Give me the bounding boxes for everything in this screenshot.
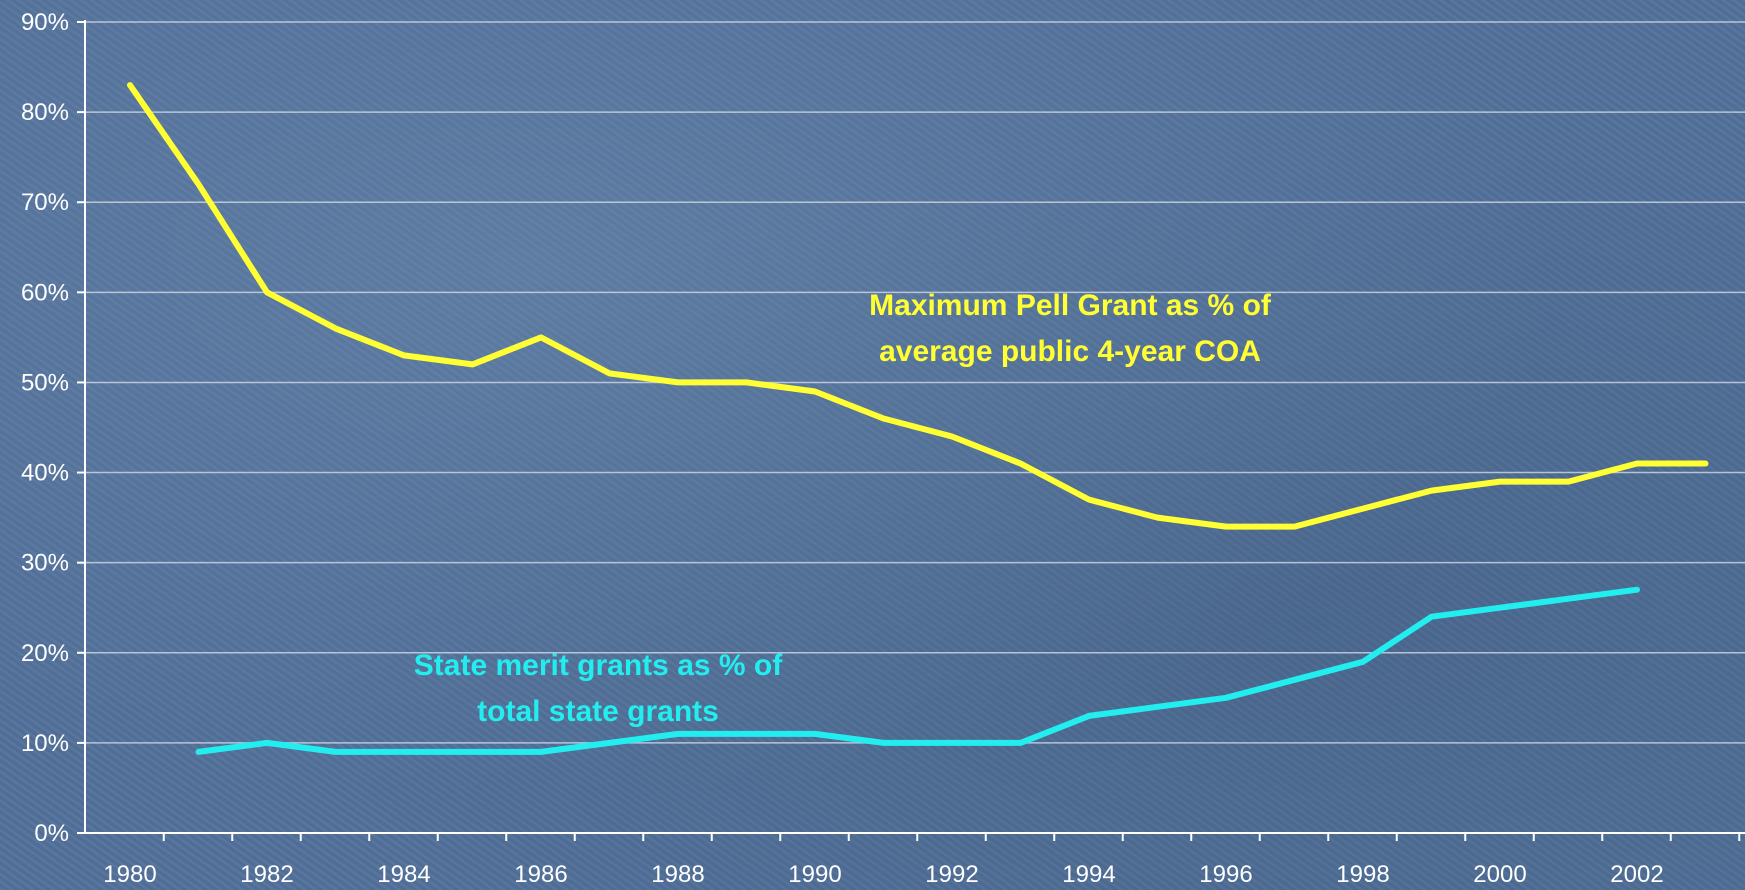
y-tick-label: 20% (21, 640, 69, 667)
series (127, 82, 1709, 755)
x-tick-label: 1982 (240, 861, 293, 888)
x-tick-label: 1984 (377, 861, 430, 888)
y-tick-label: 60% (21, 279, 69, 306)
y-tick-label: 70% (21, 189, 69, 216)
series-line-2 (195, 586, 1640, 755)
y-tick-label: 40% (21, 460, 69, 487)
x-tick-label: 1996 (1199, 861, 1252, 888)
y-tick-label: 90% (21, 9, 69, 36)
x-tick-label: 1986 (514, 861, 567, 888)
gridlines (85, 21, 1745, 744)
series-line-1 (127, 82, 1709, 530)
axes: 0% 10% 20% 30% 40% 50% 60% 70% 80% 90% 1980 1982 198… (21, 9, 1745, 888)
y-tick-label: 0% (34, 820, 69, 847)
x-tick-label: 1980 (103, 861, 156, 888)
annotation-2-line-2: total state grants (477, 695, 719, 728)
y-tick-label: 80% (21, 99, 69, 126)
y-tick-label: 30% (21, 550, 69, 577)
annotation-1-line-2: average public 4-year COA (879, 335, 1261, 368)
annotation-1-line-1: Maximum Pell Grant as % of (869, 289, 1272, 322)
x-tick-label: 1994 (1062, 861, 1115, 888)
x-tick-label: 1992 (925, 861, 978, 888)
x-tick-label: 1990 (788, 861, 841, 888)
y-tick-label: 10% (21, 730, 69, 757)
x-tick-label: 2002 (1610, 861, 1663, 888)
annotations: Maximum Pell Grant as % of average public… (414, 289, 1272, 728)
y-tick-label: 50% (21, 369, 69, 396)
x-tick-label: 1998 (1336, 861, 1389, 888)
x-tick-label: 1988 (651, 861, 704, 888)
annotation-2-line-1: State merit grants as % of (414, 649, 783, 682)
x-tick-label: 2000 (1473, 861, 1526, 888)
